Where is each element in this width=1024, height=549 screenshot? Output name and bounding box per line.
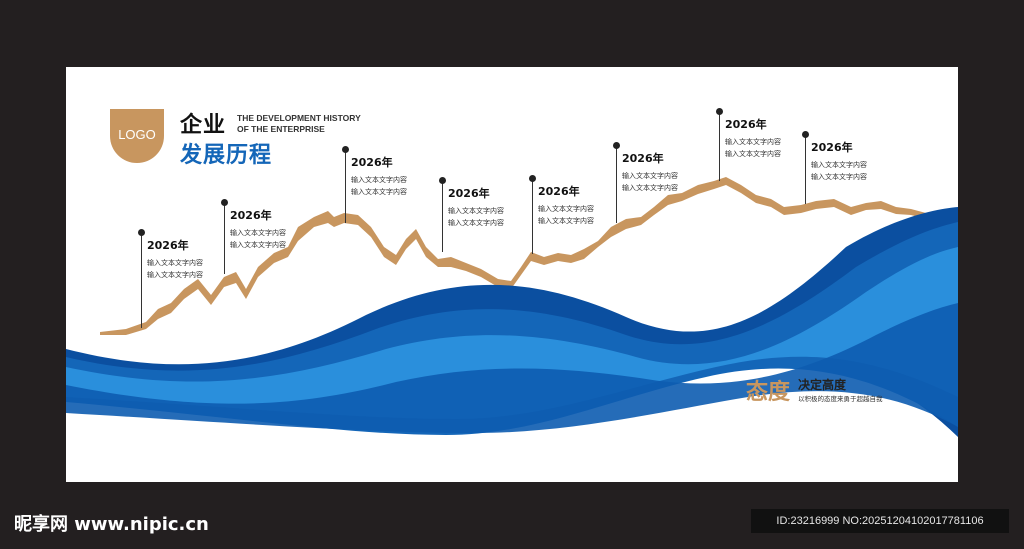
milestone-desc-line2: 输入文本文字内容 [538,217,594,225]
milestone-dot [716,108,723,115]
wave-light [66,247,958,419]
milestone-dot [802,131,809,138]
milestone-year: 2026年 [725,118,767,131]
milestone-line [532,178,533,254]
milestone-desc: 输入文本文字内容 输入文本文字内容 [230,227,286,251]
watermark-id: ID:23216999 NO:20251204102017781106 [751,509,1009,533]
attitude-subtitle: 以积极的态度来勇于超越自我 [798,395,883,403]
milestone-desc-line2: 输入文本文字内容 [351,188,407,196]
logo-badge: LOGO [110,109,164,163]
milestone-desc-line2: 输入文本文字内容 [622,184,678,192]
title-english-line2: OF THE ENTERPRISE [237,124,325,134]
milestone-desc-line2: 输入文本文字内容 [811,173,867,181]
milestone-year: 2026年 [448,187,490,200]
milestone-line [345,149,346,223]
milestone-line [442,180,443,252]
watermark-site: 昵享网 www.nipic.cn [14,514,209,535]
milestone-dot [221,199,228,206]
title-english: THE DEVELOPMENT HISTORY OF THE ENTERPRIS… [237,113,397,135]
milestone-line [224,202,225,274]
attitude-title: 决定高度 [798,378,847,392]
board-panel: LOGO 企业 发展历程 THE DEVELOPMENT HISTORY OF … [66,67,958,482]
milestone-desc: 输入文本文字内容 输入文本文字内容 [147,257,203,281]
milestone-desc-line2: 输入文本文字内容 [230,241,286,249]
milestone-desc-line2: 输入文本文字内容 [725,150,781,158]
milestone-year: 2026年 [351,156,393,169]
milestone-desc: 输入文本文字内容 输入文本文字内容 [622,170,678,194]
title-line1: 企业 [180,113,227,138]
milestone-desc: 输入文本文字内容 输入文本文字内容 [811,159,867,183]
milestone-desc-line2: 输入文本文字内容 [448,219,504,227]
milestone-desc-line1: 输入文本文字内容 [725,138,781,146]
milestone-desc: 输入文本文字内容 输入文本文字内容 [351,174,407,198]
title-english-line1: THE DEVELOPMENT HISTORY [237,113,361,123]
milestone-desc: 输入文本文字内容 输入文本文字内容 [538,203,594,227]
milestone-desc: 输入文本文字内容 输入文本文字内容 [448,205,504,229]
title-line2: 发展历程 [180,143,273,168]
milestone-desc-line1: 输入文本文字内容 [538,205,594,213]
milestone-dot [342,146,349,153]
milestone-desc: 输入文本文字内容 输入文本文字内容 [725,136,781,160]
logo-text: LOGO [118,127,156,142]
milestone-year: 2026年 [230,209,272,222]
milestone-desc-line1: 输入文本文字内容 [147,259,203,267]
milestone-desc-line1: 输入文本文字内容 [622,172,678,180]
milestone-desc-line1: 输入文本文字内容 [351,176,407,184]
milestone-dot [529,175,536,182]
attitude-heading: 态度 [746,380,791,405]
milestone-line [719,111,720,181]
milestone-desc-line2: 输入文本文字内容 [147,271,203,279]
milestone-year: 2026年 [538,185,580,198]
milestone-desc-line1: 输入文本文字内容 [811,161,867,169]
milestone-year: 2026年 [622,152,664,165]
wave-illustration [66,177,958,437]
milestone-line [616,145,617,223]
milestone-dot [138,229,145,236]
milestone-dot [439,177,446,184]
milestone-line [805,134,806,204]
milestone-year: 2026年 [811,141,853,154]
milestone-desc-line1: 输入文本文字内容 [448,207,504,215]
milestone-line [141,232,142,328]
milestone-dot [613,142,620,149]
milestone-desc-line1: 输入文本文字内容 [230,229,286,237]
wave-front [66,303,958,433]
milestone-year: 2026年 [147,239,189,252]
